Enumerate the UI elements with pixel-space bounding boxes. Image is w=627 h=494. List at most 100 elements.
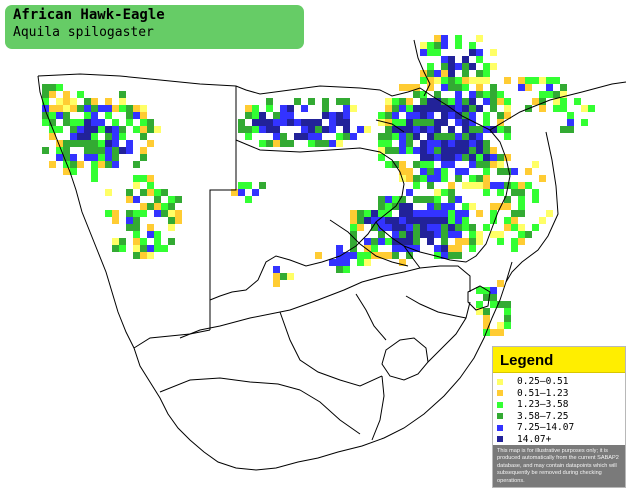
distribution-cell [483, 161, 490, 168]
distribution-cell [420, 112, 427, 119]
distribution-cell [455, 252, 462, 259]
distribution-cell [161, 245, 168, 252]
distribution-cell [70, 119, 77, 126]
distribution-cell [63, 119, 70, 126]
distribution-cell [392, 238, 399, 245]
distribution-cell [441, 56, 448, 63]
distribution-cell [469, 147, 476, 154]
distribution-cell [413, 133, 420, 140]
distribution-cell [91, 133, 98, 140]
distribution-cell [392, 98, 399, 105]
distribution-cell [483, 119, 490, 126]
distribution-cell [126, 224, 133, 231]
distribution-cell [434, 126, 441, 133]
swaziland-border [467, 285, 491, 311]
distribution-cell [427, 119, 434, 126]
distribution-cell [77, 105, 84, 112]
distribution-cell [469, 105, 476, 112]
lake-kariba [375, 119, 405, 133]
distribution-cell [385, 126, 392, 133]
distribution-cell [413, 231, 420, 238]
distribution-cell [133, 231, 140, 238]
distribution-cell [420, 70, 427, 77]
distribution-cell [455, 154, 462, 161]
distribution-cell [546, 77, 553, 84]
legend-panel: Legend 0.25–0.51 0.51–1.23 1.23–3.58 3.5… [492, 346, 626, 488]
distribution-cell [133, 182, 140, 189]
distribution-cell [308, 98, 315, 105]
distribution-cell [553, 91, 560, 98]
distribution-cell [154, 203, 161, 210]
distribution-cell [399, 168, 406, 175]
distribution-cell [504, 126, 511, 133]
distribution-cell [406, 231, 413, 238]
distribution-cell [469, 63, 476, 70]
distribution-cell [532, 161, 539, 168]
distribution-cell [427, 231, 434, 238]
distribution-cell [483, 140, 490, 147]
distribution-cell [315, 140, 322, 147]
distribution-cell [497, 301, 504, 308]
distribution-cells [42, 35, 595, 336]
distribution-cell [476, 175, 483, 182]
distribution-cell [140, 175, 147, 182]
distribution-cell [511, 210, 518, 217]
distribution-cell [168, 203, 175, 210]
distribution-cell [42, 112, 49, 119]
distribution-cell [399, 210, 406, 217]
distribution-cell [441, 140, 448, 147]
distribution-cell [434, 203, 441, 210]
distribution-cell [434, 91, 441, 98]
distribution-cell [350, 224, 357, 231]
distribution-cell [574, 98, 581, 105]
distribution-cell [357, 217, 364, 224]
distribution-cell [462, 238, 469, 245]
distribution-cell [469, 77, 476, 84]
distribution-cell [91, 105, 98, 112]
distribution-cell [133, 238, 140, 245]
distribution-cell [441, 245, 448, 252]
distribution-cell [420, 119, 427, 126]
distribution-cell [105, 126, 112, 133]
distribution-cell [406, 119, 413, 126]
legend-swatch [497, 413, 503, 420]
distribution-cell [413, 224, 420, 231]
distribution-cell [112, 105, 119, 112]
distribution-cell [434, 147, 441, 154]
distribution-cell [378, 224, 385, 231]
distribution-cell [392, 147, 399, 154]
distribution-cell [441, 133, 448, 140]
distribution-cell [147, 252, 154, 259]
distribution-cell [462, 147, 469, 154]
distribution-cell [567, 112, 574, 119]
distribution-cell [518, 210, 525, 217]
legend-swatch [497, 390, 503, 397]
distribution-cell [56, 105, 63, 112]
distribution-cell [434, 175, 441, 182]
distribution-cell [441, 238, 448, 245]
distribution-cell [294, 98, 301, 105]
distribution-cell [322, 98, 329, 105]
distribution-cell [378, 210, 385, 217]
legend-item: 7.25–14.07 [497, 422, 625, 434]
distribution-cell [413, 105, 420, 112]
distribution-cell [126, 147, 133, 154]
distribution-cell [434, 224, 441, 231]
distribution-cell [420, 49, 427, 56]
distribution-cell [364, 252, 371, 259]
distribution-cell [497, 280, 504, 287]
distribution-cell [455, 210, 462, 217]
distribution-cell [385, 105, 392, 112]
distribution-cell [469, 133, 476, 140]
distribution-cell [462, 182, 469, 189]
distribution-cell [462, 210, 469, 217]
distribution-cell [490, 105, 497, 112]
distribution-cell [49, 112, 56, 119]
distribution-cell [385, 161, 392, 168]
distribution-cell [266, 119, 273, 126]
distribution-cell [98, 161, 105, 168]
distribution-cell [315, 133, 322, 140]
distribution-cell [455, 77, 462, 84]
distribution-cell [406, 189, 413, 196]
distribution-cell [455, 63, 462, 70]
